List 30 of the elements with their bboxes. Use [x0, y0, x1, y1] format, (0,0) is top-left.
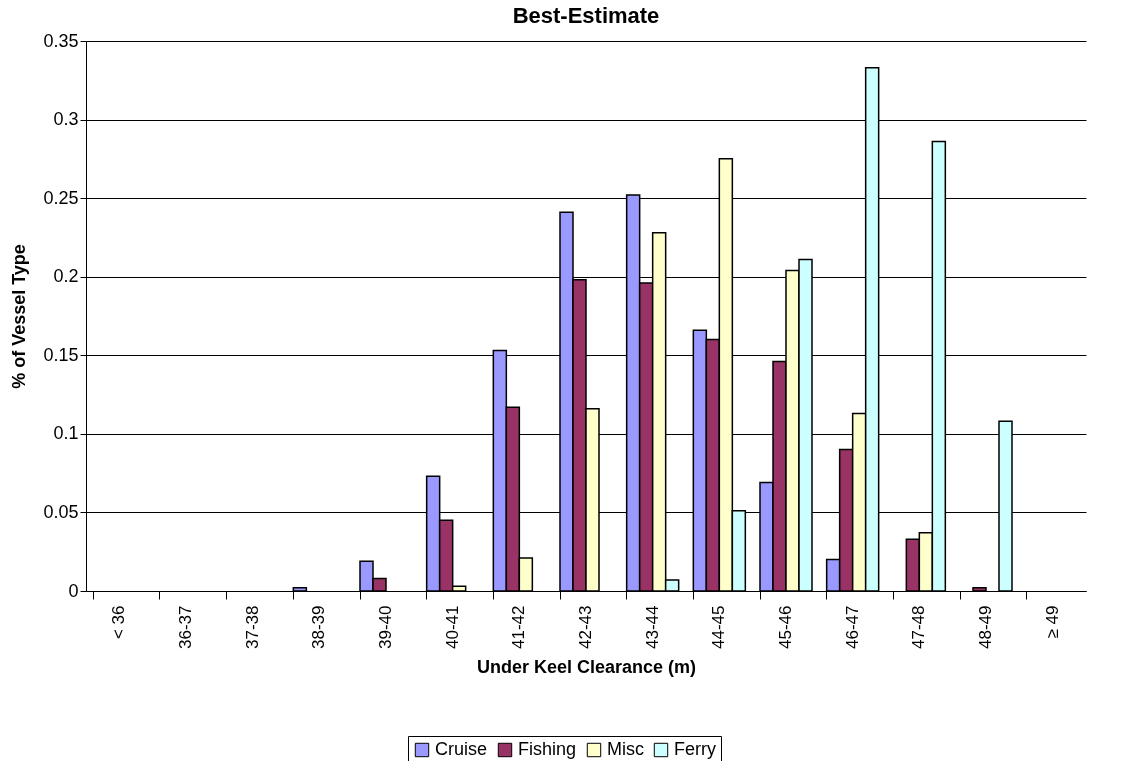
x-tick-label: 40-41 [442, 605, 462, 649]
x-tick-label: 45-46 [776, 605, 795, 649]
y-tick-label: 0.35 [43, 30, 79, 51]
x-tick-label: 37-38 [242, 605, 262, 649]
x-tick-label: 42-43 [576, 605, 595, 649]
y-axis-title: % of Vessel Type [9, 244, 30, 389]
x-tick-label: 48-49 [976, 605, 995, 649]
y-tick-label: 0.05 [43, 501, 79, 522]
x-tick-label: 46-47 [842, 605, 862, 649]
legend-label: Ferry [674, 739, 716, 759]
x-axis-title: Under Keel Clearance (m) [476, 656, 697, 677]
y-tick-label: 0.3 [53, 109, 79, 130]
x-tick-label: 44-45 [709, 605, 729, 649]
y-tick-label: 0.2 [53, 266, 79, 287]
x-tick-label: 39-40 [376, 605, 395, 649]
legend-label: Fishing [518, 739, 577, 759]
x-tick-label: < 36 [109, 605, 129, 640]
chart-title: Best-Estimate [512, 3, 660, 28]
y-tick-label: 0.1 [53, 423, 79, 444]
y-tick-label: 0 [68, 580, 79, 601]
x-tick-label: 41-42 [509, 605, 529, 649]
x-tick-label: ≥ 49 [1042, 605, 1062, 639]
legend-label: Misc [607, 739, 644, 759]
legend-label: Cruise [435, 739, 488, 759]
x-tick-label: 38-39 [309, 605, 329, 649]
y-tick-label: 0.25 [43, 187, 79, 208]
x-tick-label: 36-37 [176, 605, 195, 649]
x-tick-label: 43-44 [642, 605, 662, 649]
x-tick-label: 47-48 [909, 605, 929, 649]
y-tick-label: 0.15 [43, 344, 79, 365]
